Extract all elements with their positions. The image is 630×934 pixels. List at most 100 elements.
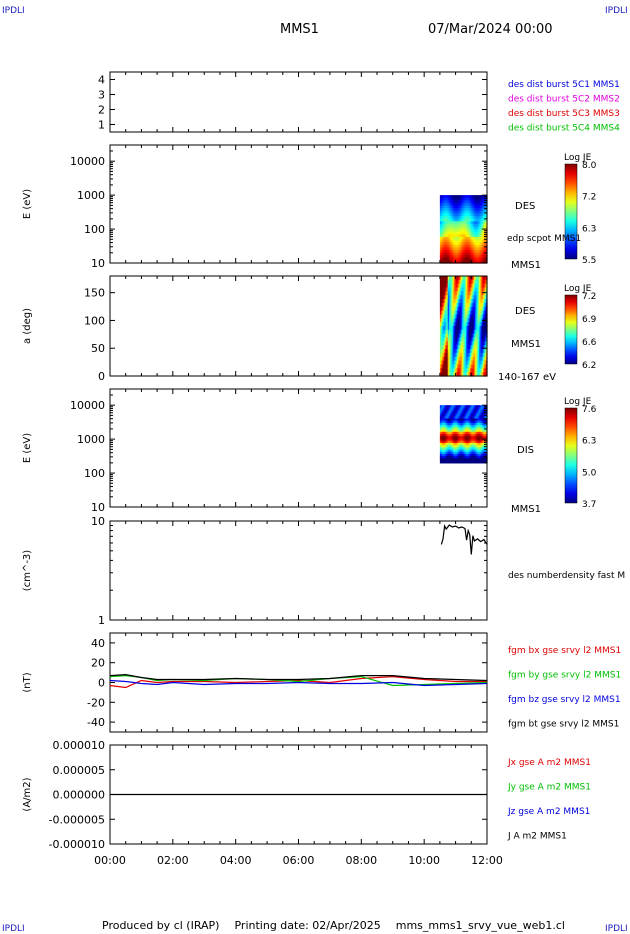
heatmap-cell <box>454 314 457 319</box>
heatmap-cell <box>476 329 479 335</box>
heatmap-cell <box>456 252 459 256</box>
heatmap-cell <box>477 247 480 251</box>
heatmap-cell <box>471 438 474 442</box>
heatmap-cell <box>468 195 471 199</box>
heatmap-cell <box>464 310 467 316</box>
heatmap-cell <box>458 310 461 316</box>
heatmap-cell <box>469 456 472 460</box>
heatmap-cell <box>476 458 479 462</box>
heatmap-cell <box>439 372 442 377</box>
heatmap-cell <box>445 445 448 448</box>
heatmap-cell <box>443 456 446 460</box>
heatmap-cell <box>450 434 453 437</box>
heatmap-cell <box>449 372 451 377</box>
heatmap-cell <box>480 429 483 433</box>
heatmap-cell <box>439 411 442 415</box>
heatmap-cell <box>464 449 467 453</box>
heatmap-cell <box>459 360 462 366</box>
heatmap-cell <box>439 306 442 312</box>
heatmap-cell <box>449 352 451 358</box>
heatmap-cell <box>479 372 482 377</box>
heatmap-cell <box>459 302 462 308</box>
heatmap-cell <box>458 445 461 448</box>
heatmap-cell <box>468 360 471 366</box>
heatmap-cell <box>473 429 476 433</box>
heatmap-cell <box>477 453 480 457</box>
heatmap-cell <box>479 420 482 424</box>
heatmap-cell <box>463 210 466 214</box>
heatmap-cell <box>479 322 482 327</box>
heatmap-cell <box>443 236 446 241</box>
heatmap-cell <box>479 244 482 248</box>
heatmap-cell <box>473 210 476 214</box>
heatmap-cell <box>476 429 479 433</box>
heatmap-cell <box>452 453 455 457</box>
heatmap-cell <box>454 438 457 442</box>
heatmap-cell <box>456 287 459 292</box>
heatmap-cell <box>452 234 455 238</box>
heatmap-cell <box>456 299 459 304</box>
heatmap-cell <box>455 223 458 228</box>
y-tick-label: 150 <box>84 287 105 300</box>
heatmap-cell <box>447 411 450 415</box>
colorbar <box>564 294 578 365</box>
heatmap-cell <box>467 234 470 238</box>
heatmap-cell <box>451 345 454 350</box>
heatmap-cell <box>445 236 448 241</box>
heatmap-cell <box>484 287 487 292</box>
heatmap-cell <box>443 341 446 346</box>
heatmap-cell <box>455 326 458 331</box>
heatmap-cell <box>459 436 462 440</box>
heatmap-cell <box>472 205 475 209</box>
heatmap-cell <box>463 318 466 323</box>
heatmap-cell <box>484 197 487 201</box>
heatmap-cell <box>476 244 479 248</box>
heatmap-cell <box>462 195 465 199</box>
heatmap-cell <box>477 356 480 362</box>
heatmap-cell <box>475 409 478 413</box>
heatmap-cell <box>481 213 484 217</box>
heatmap-cell <box>483 438 485 442</box>
heatmap-cell <box>439 299 442 304</box>
heatmap-cell <box>460 299 463 304</box>
heatmap-cell <box>469 360 472 366</box>
heatmap-cell <box>439 420 442 424</box>
series-line <box>109 673 488 682</box>
heatmap-cell <box>483 458 485 462</box>
heatmap-cell <box>464 440 467 444</box>
heatmap-cell <box>441 360 444 366</box>
heatmap-cell <box>477 372 480 377</box>
heatmap-cell <box>476 200 479 204</box>
heatmap-cell <box>472 442 475 446</box>
heatmap-cell <box>445 349 448 354</box>
heatmap-cell <box>464 249 467 254</box>
heatmap-cell <box>454 425 457 428</box>
heatmap-cell <box>454 218 457 222</box>
heatmap-cell <box>445 322 448 327</box>
heatmap-cell <box>443 427 446 431</box>
heatmap-cell <box>447 352 450 358</box>
heatmap-cell <box>455 310 458 316</box>
heatmap-cell <box>480 239 483 243</box>
heatmap-cell <box>455 356 458 362</box>
heatmap-cell <box>464 279 467 285</box>
heatmap-cell <box>472 249 475 254</box>
heatmap-cell <box>471 333 474 339</box>
heatmap-cell <box>475 405 478 409</box>
heatmap-cell <box>441 453 444 457</box>
heatmap-cell <box>441 425 444 428</box>
heatmap-cell <box>463 418 466 422</box>
heatmap-cell <box>466 438 468 442</box>
heatmap-cell <box>441 213 444 217</box>
heatmap-cell <box>469 257 472 261</box>
heatmap-cell <box>445 218 448 222</box>
heatmap-cell <box>471 306 474 312</box>
heatmap-cell <box>466 295 468 300</box>
heatmap-cell <box>466 420 468 424</box>
heatmap-cell <box>484 341 487 346</box>
heatmap-cell <box>480 236 483 241</box>
heatmap-cell <box>446 234 449 238</box>
heatmap-cell <box>451 429 454 433</box>
heatmap-cell <box>477 197 480 201</box>
heatmap-cell <box>475 244 478 248</box>
